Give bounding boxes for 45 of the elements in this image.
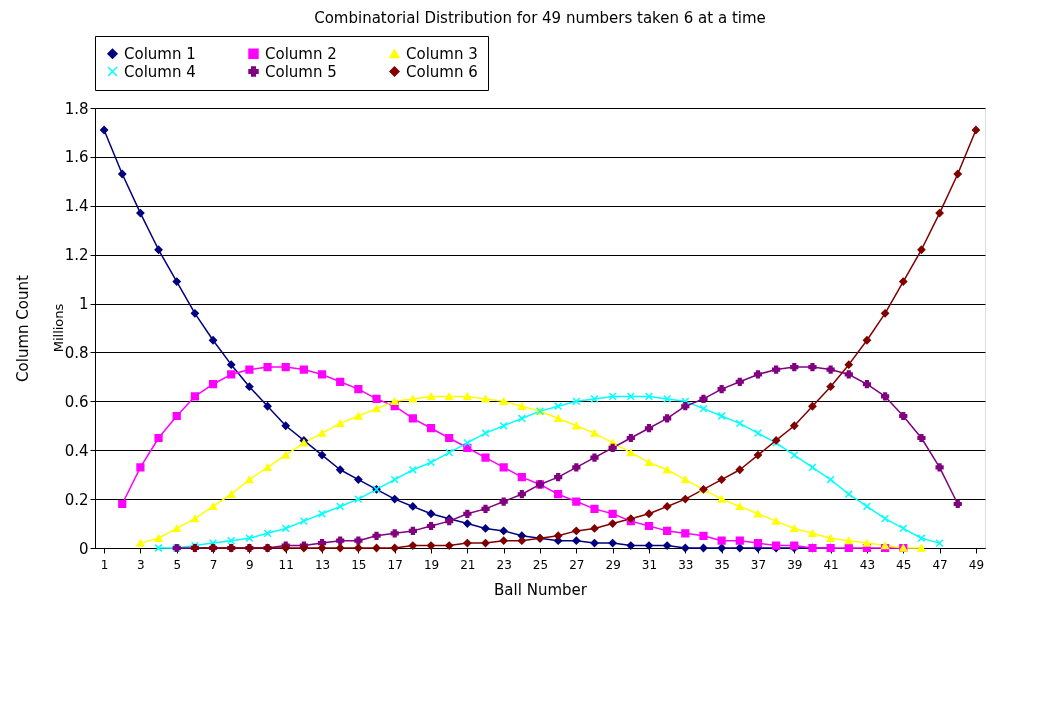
x-tick-label: 37 <box>750 557 767 572</box>
x-tick-label: 3 <box>137 557 145 572</box>
y-tick-label: 1.6 <box>64 148 89 167</box>
legend-label: Column 2 <box>265 44 337 63</box>
y-tick-label: 0.2 <box>64 490 89 509</box>
y-tick-label: 1 <box>78 295 89 314</box>
y-tick-label: 0.4 <box>64 441 89 460</box>
legend-label: Column 1 <box>124 44 196 63</box>
x-tick-label: 21 <box>460 557 476 572</box>
chart-title: Combinatorial Distribution for 49 numbers taken 6 at a time <box>314 8 766 27</box>
x-tick-label: 15 <box>351 557 367 572</box>
x-tick-label: 11 <box>278 557 294 572</box>
x-tick-label: 1 <box>100 557 109 572</box>
x-tick-label: 7 <box>209 557 218 572</box>
y-tick-label: 1.2 <box>64 246 89 265</box>
x-tick-label: 19 <box>423 557 440 572</box>
y-axis-title: Column Count <box>13 275 32 382</box>
x-tick-label: 27 <box>569 557 585 572</box>
legend-label: Column 3 <box>406 44 478 63</box>
legend-label: Column 6 <box>406 62 478 81</box>
y-tick-label: 1.8 <box>64 99 89 118</box>
x-tick-label: 9 <box>246 557 254 572</box>
x-tick-label: 13 <box>314 557 331 572</box>
x-tick-label: 45 <box>896 557 912 572</box>
y-tick-label: 1.4 <box>64 197 89 216</box>
x-tick-label: 43 <box>859 557 876 572</box>
x-tick-label: 5 <box>173 557 182 572</box>
x-tick-label: 31 <box>641 557 658 572</box>
x-tick-label: 29 <box>605 557 621 572</box>
x-tick-label: 25 <box>532 557 549 572</box>
x-tick-label: 33 <box>678 557 694 572</box>
x-axis-title: Ball Number <box>494 580 588 599</box>
x-tick-label: 23 <box>496 557 512 572</box>
y-tick-label: 0 <box>78 539 89 558</box>
text: Millions <box>51 303 66 353</box>
x-tick-label: 41 <box>823 557 839 572</box>
x-tick-label: 47 <box>932 557 948 572</box>
x-tick-label: 49 <box>968 557 985 572</box>
x-tick-label: 17 <box>387 557 403 572</box>
y-tick-label: 0.8 <box>64 343 89 362</box>
x-tick-label: 35 <box>714 557 730 572</box>
y-tick-label: 0.6 <box>64 392 89 411</box>
legend-label: Column 5 <box>265 62 337 81</box>
legend-label: Column 4 <box>124 62 196 81</box>
x-tick-label: 39 <box>787 557 803 572</box>
